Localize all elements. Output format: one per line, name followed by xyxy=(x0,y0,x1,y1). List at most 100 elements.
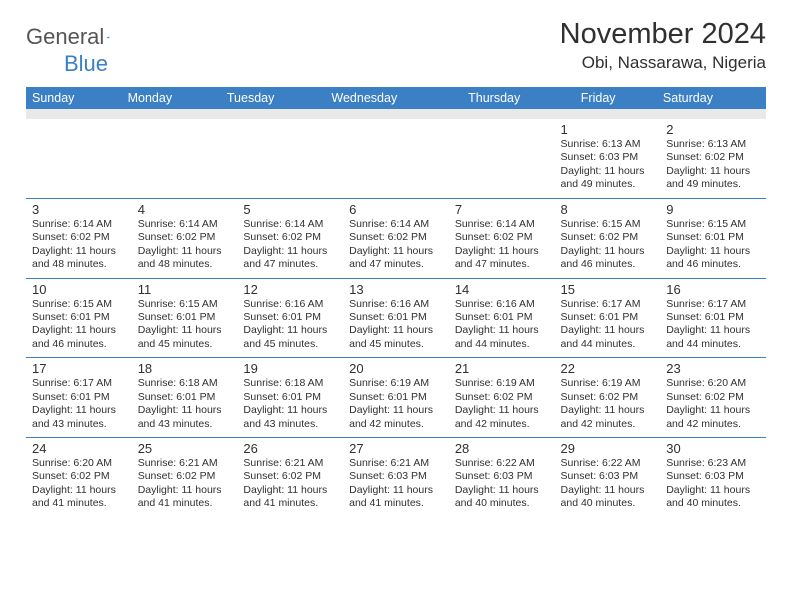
calendar-day: 9Sunrise: 6:15 AMSunset: 6:01 PMDaylight… xyxy=(660,198,766,278)
day-info: Sunrise: 6:17 AMSunset: 6:01 PMDaylight:… xyxy=(561,298,655,352)
day-number: 8 xyxy=(561,202,655,217)
day-number: 6 xyxy=(349,202,443,217)
weekday-header: Tuesday xyxy=(221,87,326,109)
day-info: Sunrise: 6:18 AMSunset: 6:01 PMDaylight:… xyxy=(243,377,337,431)
day-info: Sunrise: 6:13 AMSunset: 6:03 PMDaylight:… xyxy=(561,138,655,192)
day-info: Sunrise: 6:17 AMSunset: 6:01 PMDaylight:… xyxy=(666,298,760,352)
calendar-day: 21Sunrise: 6:19 AMSunset: 6:02 PMDayligh… xyxy=(449,358,555,438)
day-info: Sunrise: 6:16 AMSunset: 6:01 PMDaylight:… xyxy=(243,298,337,352)
calendar-day xyxy=(237,119,343,198)
brand-blue: Blue xyxy=(64,51,108,76)
day-number: 16 xyxy=(666,282,760,297)
weekday-header: Wednesday xyxy=(325,87,462,109)
brand-logo: General xyxy=(26,24,128,50)
day-number: 19 xyxy=(243,361,337,376)
day-info: Sunrise: 6:14 AMSunset: 6:02 PMDaylight:… xyxy=(138,218,232,272)
calendar-table: Sunday Monday Tuesday Wednesday Thursday… xyxy=(26,87,766,119)
calendar-day: 6Sunrise: 6:14 AMSunset: 6:02 PMDaylight… xyxy=(343,198,449,278)
day-info: Sunrise: 6:19 AMSunset: 6:02 PMDaylight:… xyxy=(561,377,655,431)
calendar-day: 2Sunrise: 6:13 AMSunset: 6:02 PMDaylight… xyxy=(660,119,766,198)
calendar-day: 28Sunrise: 6:22 AMSunset: 6:03 PMDayligh… xyxy=(449,438,555,517)
day-number: 26 xyxy=(243,441,337,456)
calendar-week: 1Sunrise: 6:13 AMSunset: 6:03 PMDaylight… xyxy=(26,119,766,198)
day-info: Sunrise: 6:14 AMSunset: 6:02 PMDaylight:… xyxy=(32,218,126,272)
calendar-day: 20Sunrise: 6:19 AMSunset: 6:01 PMDayligh… xyxy=(343,358,449,438)
day-number: 3 xyxy=(32,202,126,217)
day-info: Sunrise: 6:14 AMSunset: 6:02 PMDaylight:… xyxy=(349,218,443,272)
page-subtitle: Obi, Nassarawa, Nigeria xyxy=(560,53,766,73)
spacer-row xyxy=(26,109,766,119)
day-number: 9 xyxy=(666,202,760,217)
day-number: 20 xyxy=(349,361,443,376)
calendar-day: 30Sunrise: 6:23 AMSunset: 6:03 PMDayligh… xyxy=(660,438,766,517)
day-number: 25 xyxy=(138,441,232,456)
day-number: 11 xyxy=(138,282,232,297)
calendar-day: 16Sunrise: 6:17 AMSunset: 6:01 PMDayligh… xyxy=(660,278,766,358)
day-number: 28 xyxy=(455,441,549,456)
weekday-header-row: Sunday Monday Tuesday Wednesday Thursday… xyxy=(26,87,766,109)
page-title: November 2024 xyxy=(560,18,766,51)
weekday-header: Saturday xyxy=(657,87,766,109)
day-info: Sunrise: 6:16 AMSunset: 6:01 PMDaylight:… xyxy=(349,298,443,352)
day-info: Sunrise: 6:15 AMSunset: 6:02 PMDaylight:… xyxy=(561,218,655,272)
brand-general: General xyxy=(26,24,104,50)
calendar-day: 4Sunrise: 6:14 AMSunset: 6:02 PMDaylight… xyxy=(132,198,238,278)
calendar-day xyxy=(26,119,132,198)
brand-triangle-icon xyxy=(106,30,109,44)
day-info: Sunrise: 6:20 AMSunset: 6:02 PMDaylight:… xyxy=(32,457,126,511)
day-number: 2 xyxy=(666,122,760,137)
calendar-day: 17Sunrise: 6:17 AMSunset: 6:01 PMDayligh… xyxy=(26,358,132,438)
day-info: Sunrise: 6:21 AMSunset: 6:02 PMDaylight:… xyxy=(138,457,232,511)
day-number: 14 xyxy=(455,282,549,297)
calendar-day: 26Sunrise: 6:21 AMSunset: 6:02 PMDayligh… xyxy=(237,438,343,517)
day-info: Sunrise: 6:21 AMSunset: 6:03 PMDaylight:… xyxy=(349,457,443,511)
day-info: Sunrise: 6:13 AMSunset: 6:02 PMDaylight:… xyxy=(666,138,760,192)
day-number: 23 xyxy=(666,361,760,376)
day-info: Sunrise: 6:15 AMSunset: 6:01 PMDaylight:… xyxy=(666,218,760,272)
calendar-day xyxy=(449,119,555,198)
day-number: 7 xyxy=(455,202,549,217)
day-info: Sunrise: 6:14 AMSunset: 6:02 PMDaylight:… xyxy=(243,218,337,272)
calendar-day: 27Sunrise: 6:21 AMSunset: 6:03 PMDayligh… xyxy=(343,438,449,517)
day-number: 17 xyxy=(32,361,126,376)
day-number: 1 xyxy=(561,122,655,137)
calendar-day: 19Sunrise: 6:18 AMSunset: 6:01 PMDayligh… xyxy=(237,358,343,438)
calendar-week: 17Sunrise: 6:17 AMSunset: 6:01 PMDayligh… xyxy=(26,358,766,438)
day-number: 24 xyxy=(32,441,126,456)
day-info: Sunrise: 6:22 AMSunset: 6:03 PMDaylight:… xyxy=(561,457,655,511)
day-info: Sunrise: 6:15 AMSunset: 6:01 PMDaylight:… xyxy=(138,298,232,352)
day-info: Sunrise: 6:22 AMSunset: 6:03 PMDaylight:… xyxy=(455,457,549,511)
calendar-day: 25Sunrise: 6:21 AMSunset: 6:02 PMDayligh… xyxy=(132,438,238,517)
calendar-day: 13Sunrise: 6:16 AMSunset: 6:01 PMDayligh… xyxy=(343,278,449,358)
calendar-day: 15Sunrise: 6:17 AMSunset: 6:01 PMDayligh… xyxy=(555,278,661,358)
calendar-day: 3Sunrise: 6:14 AMSunset: 6:02 PMDaylight… xyxy=(26,198,132,278)
day-number: 30 xyxy=(666,441,760,456)
day-number: 10 xyxy=(32,282,126,297)
calendar-day: 10Sunrise: 6:15 AMSunset: 6:01 PMDayligh… xyxy=(26,278,132,358)
calendar-day: 23Sunrise: 6:20 AMSunset: 6:02 PMDayligh… xyxy=(660,358,766,438)
day-number: 15 xyxy=(561,282,655,297)
day-info: Sunrise: 6:17 AMSunset: 6:01 PMDaylight:… xyxy=(32,377,126,431)
day-info: Sunrise: 6:16 AMSunset: 6:01 PMDaylight:… xyxy=(455,298,549,352)
weekday-header: Thursday xyxy=(462,87,575,109)
calendar-day: 12Sunrise: 6:16 AMSunset: 6:01 PMDayligh… xyxy=(237,278,343,358)
day-number: 29 xyxy=(561,441,655,456)
day-info: Sunrise: 6:15 AMSunset: 6:01 PMDaylight:… xyxy=(32,298,126,352)
calendar-day: 5Sunrise: 6:14 AMSunset: 6:02 PMDaylight… xyxy=(237,198,343,278)
calendar-week: 10Sunrise: 6:15 AMSunset: 6:01 PMDayligh… xyxy=(26,278,766,358)
day-info: Sunrise: 6:21 AMSunset: 6:02 PMDaylight:… xyxy=(243,457,337,511)
day-number: 12 xyxy=(243,282,337,297)
calendar-day xyxy=(132,119,238,198)
calendar-day: 24Sunrise: 6:20 AMSunset: 6:02 PMDayligh… xyxy=(26,438,132,517)
calendar-day: 1Sunrise: 6:13 AMSunset: 6:03 PMDaylight… xyxy=(555,119,661,198)
calendar-day: 7Sunrise: 6:14 AMSunset: 6:02 PMDaylight… xyxy=(449,198,555,278)
weekday-header: Monday xyxy=(122,87,221,109)
day-number: 27 xyxy=(349,441,443,456)
calendar-day xyxy=(343,119,449,198)
calendar-day: 18Sunrise: 6:18 AMSunset: 6:01 PMDayligh… xyxy=(132,358,238,438)
calendar-week: 3Sunrise: 6:14 AMSunset: 6:02 PMDaylight… xyxy=(26,198,766,278)
calendar-day: 29Sunrise: 6:22 AMSunset: 6:03 PMDayligh… xyxy=(555,438,661,517)
day-info: Sunrise: 6:19 AMSunset: 6:02 PMDaylight:… xyxy=(455,377,549,431)
day-number: 22 xyxy=(561,361,655,376)
day-info: Sunrise: 6:20 AMSunset: 6:02 PMDaylight:… xyxy=(666,377,760,431)
